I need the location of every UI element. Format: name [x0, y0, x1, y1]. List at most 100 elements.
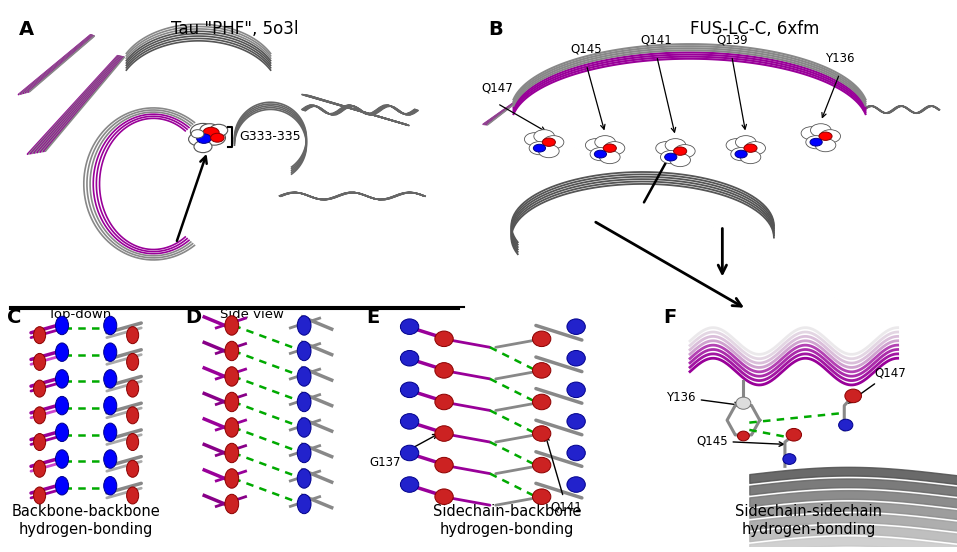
Circle shape — [532, 458, 551, 473]
Circle shape — [400, 319, 419, 335]
Text: Q145: Q145 — [696, 434, 784, 448]
Text: A: A — [18, 20, 33, 39]
Circle shape — [225, 341, 238, 360]
Circle shape — [819, 132, 832, 140]
Circle shape — [675, 145, 695, 158]
Circle shape — [594, 150, 607, 158]
Text: Backbone-backbone
hydrogen-bonding: Backbone-backbone hydrogen-bonding — [11, 505, 161, 537]
Text: Sidechain-sidechain
hydrogen-bonding: Sidechain-sidechain hydrogen-bonding — [735, 505, 882, 537]
Circle shape — [567, 445, 586, 461]
Circle shape — [103, 423, 117, 442]
Circle shape — [434, 426, 454, 441]
Circle shape — [567, 351, 586, 366]
Circle shape — [298, 341, 311, 360]
Circle shape — [298, 494, 311, 514]
Circle shape — [203, 130, 226, 145]
Circle shape — [126, 380, 139, 397]
Circle shape — [298, 316, 311, 335]
Text: G137: G137 — [369, 434, 437, 469]
Circle shape — [736, 136, 756, 148]
Circle shape — [298, 367, 311, 386]
Circle shape — [434, 363, 454, 378]
Circle shape — [400, 351, 419, 366]
Circle shape — [191, 130, 204, 138]
Text: Q147: Q147 — [848, 367, 905, 403]
Circle shape — [56, 370, 69, 388]
Circle shape — [532, 331, 551, 347]
Circle shape — [738, 431, 749, 441]
Text: E: E — [367, 309, 380, 327]
Circle shape — [103, 316, 117, 335]
Circle shape — [56, 476, 69, 495]
Circle shape — [810, 139, 822, 146]
Circle shape — [736, 397, 751, 409]
Circle shape — [56, 343, 69, 362]
Text: Tau "PHF", 5o3l: Tau "PHF", 5o3l — [170, 20, 299, 38]
Circle shape — [786, 428, 802, 441]
Circle shape — [586, 139, 606, 152]
Circle shape — [298, 392, 311, 412]
Circle shape — [801, 127, 822, 140]
Circle shape — [225, 443, 238, 463]
Circle shape — [744, 144, 757, 152]
Circle shape — [811, 124, 831, 137]
Circle shape — [298, 443, 311, 463]
Text: D: D — [186, 309, 201, 327]
Text: G333-335: G333-335 — [239, 130, 300, 144]
Circle shape — [126, 460, 139, 477]
Text: Q147: Q147 — [481, 82, 513, 94]
Text: Q145: Q145 — [570, 43, 602, 56]
Circle shape — [126, 353, 139, 370]
Circle shape — [56, 316, 69, 335]
Text: F: F — [663, 309, 677, 327]
Circle shape — [815, 139, 835, 152]
Circle shape — [33, 407, 46, 424]
Circle shape — [838, 419, 853, 431]
Circle shape — [400, 445, 419, 461]
Circle shape — [603, 144, 616, 152]
Circle shape — [400, 382, 419, 397]
Circle shape — [567, 477, 586, 492]
Circle shape — [740, 151, 761, 163]
Circle shape — [670, 153, 690, 167]
Circle shape — [660, 151, 681, 163]
Circle shape — [225, 469, 238, 488]
Circle shape — [211, 133, 224, 142]
Circle shape — [567, 382, 586, 397]
Circle shape — [33, 327, 46, 344]
Circle shape — [190, 124, 215, 140]
Text: C: C — [7, 309, 21, 327]
Circle shape — [194, 141, 212, 152]
Circle shape — [434, 458, 454, 473]
Circle shape — [225, 316, 238, 335]
Circle shape — [225, 392, 238, 412]
Circle shape — [33, 380, 46, 397]
Circle shape — [126, 327, 139, 344]
Circle shape — [225, 494, 238, 514]
Text: Top-down: Top-down — [48, 309, 111, 321]
Circle shape — [532, 489, 551, 505]
Circle shape — [33, 460, 46, 477]
Circle shape — [197, 134, 211, 144]
Circle shape — [103, 396, 117, 415]
Circle shape — [225, 367, 238, 386]
Circle shape — [33, 353, 46, 370]
Circle shape — [126, 487, 139, 504]
Circle shape — [599, 151, 620, 163]
Circle shape — [665, 139, 686, 152]
Circle shape — [745, 142, 766, 155]
Circle shape — [434, 394, 454, 410]
Circle shape — [590, 147, 611, 161]
Circle shape — [539, 145, 559, 158]
Circle shape — [56, 450, 69, 468]
Circle shape — [103, 370, 117, 388]
Circle shape — [735, 150, 747, 158]
Circle shape — [33, 487, 46, 504]
Circle shape — [543, 138, 555, 146]
Circle shape — [126, 433, 139, 450]
Circle shape — [806, 136, 827, 148]
Circle shape — [126, 407, 139, 424]
Circle shape — [529, 142, 549, 155]
Circle shape — [103, 476, 117, 495]
Circle shape — [656, 142, 677, 155]
